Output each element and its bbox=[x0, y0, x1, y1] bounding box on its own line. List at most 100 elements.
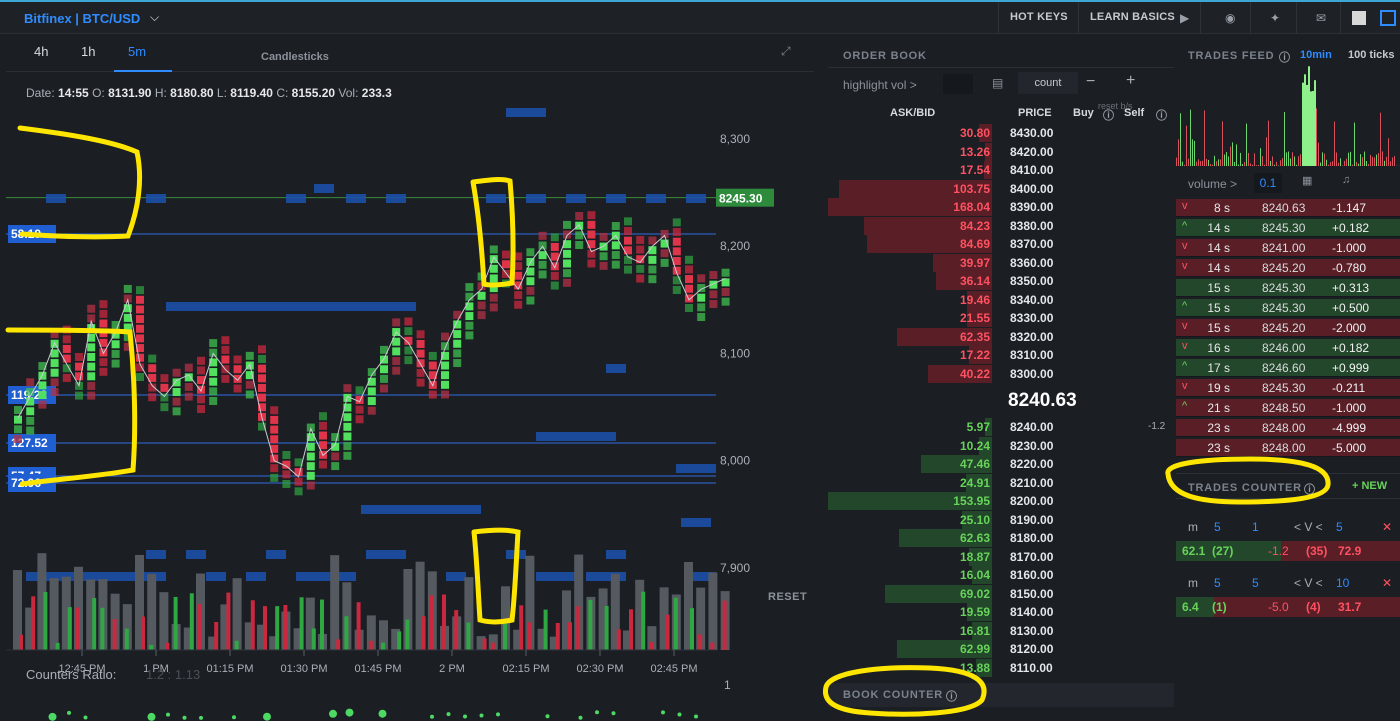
tab-10min[interactable]: 10min bbox=[1300, 49, 1332, 61]
reddit-icon[interactable]: ◉ bbox=[1225, 11, 1236, 25]
trade-row[interactable]: v 8 s 8240.63 -1.147 bbox=[1176, 199, 1400, 217]
candle-cell bbox=[611, 222, 620, 231]
bid-row[interactable]: 153.95 8200.00 bbox=[828, 492, 1174, 510]
info-icon[interactable]: ⓘ bbox=[946, 691, 958, 703]
trade-age: 21 s bbox=[1207, 401, 1230, 415]
ask-row[interactable]: 84.69 8370.00 bbox=[828, 235, 1174, 253]
remove-counter-icon[interactable]: ✕ bbox=[1382, 576, 1393, 590]
volume-bar bbox=[183, 627, 193, 650]
volume-tick bbox=[1276, 161, 1277, 166]
ask-row[interactable]: 62.35 8320.00 bbox=[828, 327, 1174, 346]
info-icon[interactable]: ⓘ bbox=[1304, 484, 1316, 496]
trade-row[interactable]: v 15 s 8245.20 -2.000 bbox=[1176, 319, 1400, 337]
tab-100-ticks[interactable]: 100 ticks bbox=[1348, 49, 1395, 61]
ask-row[interactable]: 21.55 8330.00 bbox=[828, 309, 1174, 327]
chevron-down-icon[interactable]: ⌵ bbox=[150, 10, 160, 24]
bid-row[interactable]: 62.99 8120.00 bbox=[828, 640, 1174, 658]
volume-bar-delta bbox=[641, 591, 646, 650]
ask-row[interactable]: 36.14 8350.00 bbox=[828, 272, 1174, 290]
bid-row[interactable]: 62.63 8180.00 bbox=[828, 529, 1174, 547]
counter-m2-input[interactable]: 5 bbox=[1252, 576, 1259, 590]
bid-row[interactable]: 47.46 8220.00 bbox=[828, 455, 1174, 473]
bid-row[interactable]: 16.04 8160.00 bbox=[828, 566, 1174, 584]
zoom-in-button[interactable]: + bbox=[1126, 72, 1136, 89]
trade-row[interactable]: ^ 21 s 8248.50 -1.000 bbox=[1176, 399, 1400, 417]
chart-type-selector[interactable]: Candlesticks bbox=[261, 51, 329, 63]
market-selector[interactable]: Bitfinex | BTC/USD bbox=[24, 11, 141, 26]
ask-row[interactable]: 84.23 8380.00 bbox=[828, 216, 1174, 235]
bid-row[interactable]: 16.81 8130.00 bbox=[828, 621, 1174, 640]
zoom-out-button[interactable]: − bbox=[1086, 73, 1096, 90]
candle-cell bbox=[331, 462, 340, 471]
candlestick-chart[interactable]: 8,3008,2008,1008,0007,9008245.3058.19119… bbox=[6, 72, 814, 721]
bid-row[interactable]: 13.88 8110.00 bbox=[828, 658, 1174, 677]
bid-row[interactable]: 19.59 8140.00 bbox=[828, 603, 1174, 621]
ask-row[interactable]: 17.54 8410.00 bbox=[828, 161, 1174, 179]
trade-row[interactable]: 15 s 8245.30 +0.313 bbox=[1176, 279, 1400, 297]
tab-1h[interactable]: 1h bbox=[81, 44, 96, 59]
trade-row[interactable]: 23 s 8248.00 -5.000 bbox=[1176, 439, 1400, 457]
candle-cell bbox=[685, 304, 693, 313]
new-counter-button[interactable]: + NEW bbox=[1352, 480, 1388, 492]
info-icon[interactable]: ⓘ bbox=[1103, 110, 1114, 122]
ask-row[interactable]: 40.22 8300.00 bbox=[828, 364, 1174, 383]
trade-row[interactable]: v 14 s 8241.00 -1.000 bbox=[1176, 239, 1400, 257]
price-cell: 8120.00 bbox=[1010, 642, 1054, 656]
sound-icon[interactable]: ♫ bbox=[1342, 174, 1351, 186]
tab-4h[interactable]: 4h bbox=[34, 44, 49, 59]
trade-row[interactable]: ^ 14 s 8245.30 +0.182 bbox=[1176, 219, 1400, 237]
play-icon[interactable]: ▶ bbox=[1180, 11, 1190, 25]
counter-m1-input[interactable]: 5 bbox=[1214, 576, 1221, 590]
trade-row[interactable]: v 14 s 8245.20 -0.780 bbox=[1176, 259, 1400, 277]
trade-row[interactable]: 23 s 8248.00 -4.999 bbox=[1176, 419, 1400, 437]
expand-icon[interactable]: ⤢ bbox=[781, 44, 791, 58]
ask-row[interactable]: 168.04 8390.00 bbox=[828, 198, 1174, 216]
remove-counter-icon[interactable]: ✕ bbox=[1382, 520, 1393, 534]
bid-row[interactable]: 5.97 8240.00 bbox=[828, 418, 1174, 436]
info-icon[interactable]: ⓘ bbox=[1156, 110, 1167, 122]
learn-basics-button[interactable]: LEARN BASICS bbox=[1090, 11, 1175, 23]
volume-bar-delta bbox=[250, 600, 255, 650]
counter-v-input[interactable]: 10 bbox=[1336, 576, 1350, 590]
mail-icon[interactable]: ✉ bbox=[1316, 11, 1327, 25]
highlight-vol-input[interactable] bbox=[943, 74, 973, 94]
trade-row[interactable]: ^ 17 s 8246.60 +0.999 bbox=[1176, 359, 1400, 377]
dark-theme-icon[interactable] bbox=[1380, 10, 1396, 26]
calculator-icon[interactable]: ▦ bbox=[1302, 175, 1313, 187]
trade-price: 8245.30 bbox=[1262, 221, 1306, 235]
trade-row[interactable]: v 16 s 8246.00 +0.182 bbox=[1176, 339, 1400, 357]
trade-row[interactable]: ^ 15 s 8245.30 +0.500 bbox=[1176, 299, 1400, 317]
bid-row[interactable]: 69.02 8150.00 bbox=[828, 584, 1174, 603]
bid-row[interactable]: 18.87 8170.00 bbox=[828, 547, 1174, 566]
depth-chart-icon[interactable]: ▤ bbox=[992, 76, 1004, 90]
candle-cell bbox=[245, 351, 254, 360]
counter-v-input[interactable]: 5 bbox=[1336, 520, 1343, 534]
ask-row[interactable]: 17.22 8310.00 bbox=[828, 346, 1174, 364]
light-theme-icon[interactable] bbox=[1352, 11, 1366, 25]
ask-row[interactable]: 30.80 8430.00 bbox=[828, 124, 1174, 142]
counter-m2-input[interactable]: 1 bbox=[1252, 520, 1259, 534]
tab-5m[interactable]: 5m bbox=[128, 44, 147, 59]
counter-buy-volume: 6.4 bbox=[1182, 600, 1199, 614]
reset-buy-sell[interactable]: reset b/s bbox=[1098, 101, 1133, 111]
count-toggle[interactable]: count bbox=[1018, 72, 1078, 94]
ask-row[interactable]: 39.97 8360.00 bbox=[828, 253, 1174, 272]
bid-row[interactable]: 25.10 8190.00 bbox=[828, 510, 1174, 529]
hotkeys-button[interactable]: HOT KEYS bbox=[1010, 11, 1068, 23]
bid-row[interactable]: 10.24 8230.00 bbox=[828, 436, 1174, 455]
volume-filter-input[interactable]: 0.1 bbox=[1254, 173, 1282, 193]
amount-cell: 36.14 bbox=[959, 274, 990, 288]
ask-row[interactable]: 13.26 8420.00 bbox=[828, 142, 1174, 161]
counter-m1-input[interactable]: 5 bbox=[1214, 520, 1221, 534]
close-label: C: bbox=[276, 86, 289, 100]
twitter-icon[interactable]: ✦ bbox=[1270, 11, 1281, 25]
reset-button[interactable]: RESET bbox=[768, 591, 808, 603]
bid-row[interactable]: 24.91 8210.00 bbox=[828, 473, 1174, 492]
candle-cell bbox=[343, 413, 352, 422]
order-level-label: 72.96 bbox=[11, 476, 41, 490]
info-icon[interactable]: ⓘ bbox=[1279, 52, 1291, 64]
trade-row[interactable]: v 19 s 8245.30 -0.211 bbox=[1176, 379, 1400, 397]
volume-bar bbox=[684, 561, 693, 650]
ask-row[interactable]: 19.46 8340.00 bbox=[828, 290, 1174, 309]
ask-row[interactable]: 103.75 8400.00 bbox=[828, 179, 1174, 198]
